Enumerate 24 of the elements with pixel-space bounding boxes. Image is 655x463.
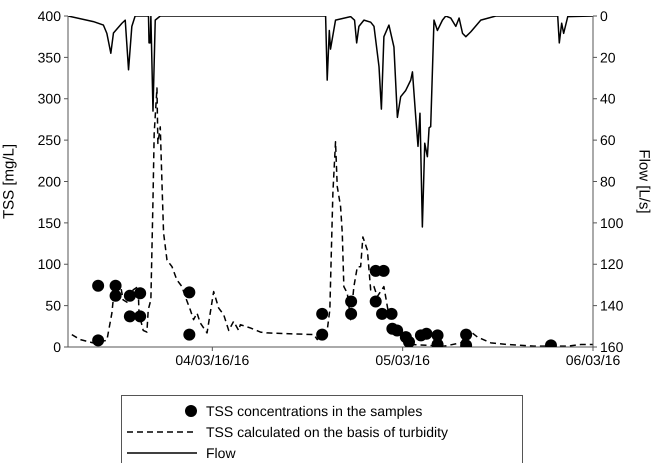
x-tick-label: 05/03/16 xyxy=(375,352,430,368)
y-tick-label: 50 xyxy=(45,298,62,314)
y-axis-title: TSS [mg/L] xyxy=(0,144,18,220)
y-tick-label: 150 xyxy=(38,214,62,231)
x-tick-label: 04/03/16/16 xyxy=(175,352,250,368)
y2-tick-label: 60 xyxy=(600,132,616,148)
y2-tick-label: 140 xyxy=(600,298,624,314)
legend-label: TSS concentrations in the samples xyxy=(206,402,422,418)
y-tick-label: 250 xyxy=(38,132,62,148)
y2-tick-label: 100 xyxy=(600,214,624,231)
y2-tick-label: 80 xyxy=(600,173,616,190)
y-tick-label: 350 xyxy=(38,49,62,66)
y-tick-label: 100 xyxy=(38,256,62,272)
y-tick-label: 200 xyxy=(38,173,62,190)
y2-tick-label: 120 xyxy=(600,256,624,272)
y2-tick-label: 40 xyxy=(600,90,616,107)
legend-label: Flow xyxy=(206,444,236,460)
legend-label: TSS calculated on the basis of turbidity xyxy=(206,424,448,440)
y2-axis-title: Flow [L/s] xyxy=(636,149,653,214)
y2-tick-label: 0 xyxy=(600,8,608,24)
y-tick-label: 300 xyxy=(38,90,62,107)
y-tick-label: 0 xyxy=(53,338,62,355)
y-tick-label: 400 xyxy=(38,8,62,24)
y2-tick-label: 20 xyxy=(600,49,616,66)
